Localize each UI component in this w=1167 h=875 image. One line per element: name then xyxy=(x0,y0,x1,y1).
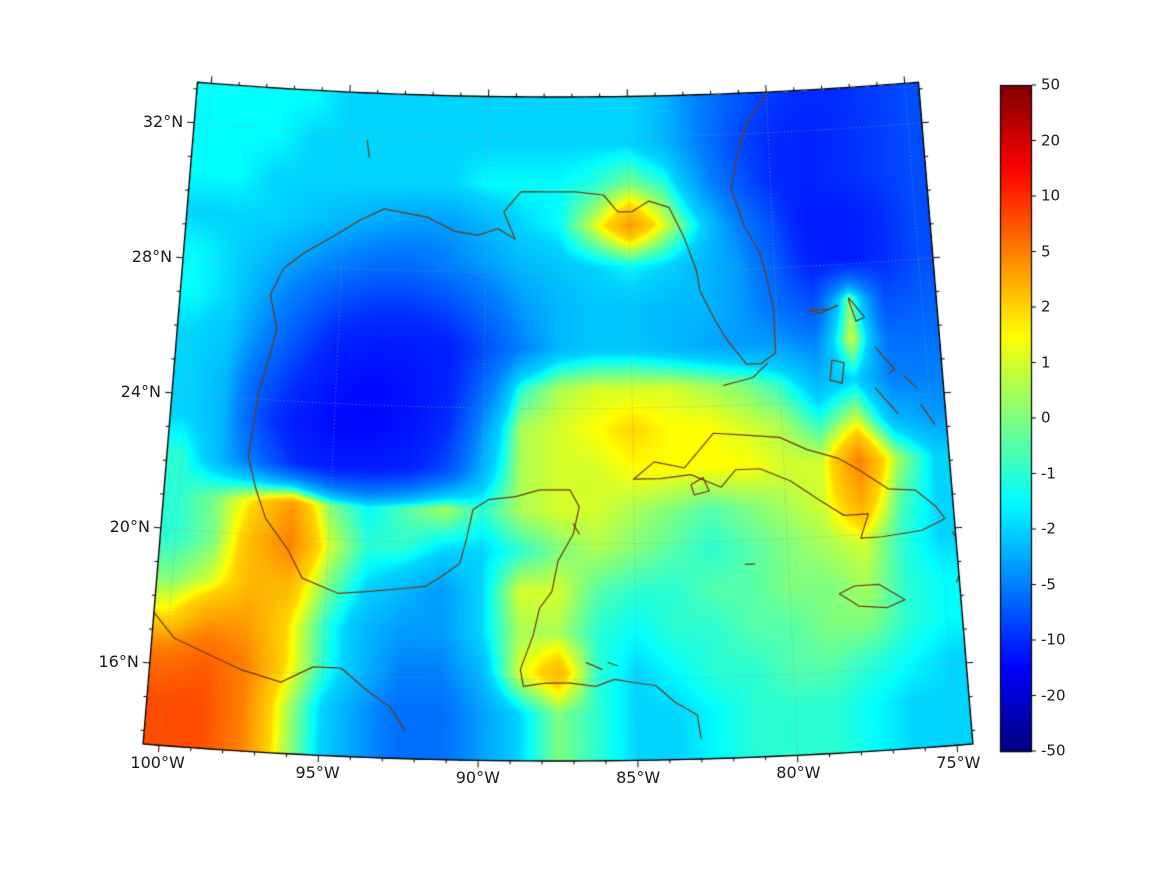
lon-tick-label: 80°W xyxy=(776,763,821,783)
colorbar-tick-label: -10 xyxy=(1041,630,1066,649)
colorbar-tick-label: 0 xyxy=(1041,408,1051,427)
lon-tick-label: 75°W xyxy=(936,753,981,773)
colorbar-tick-label: 20 xyxy=(1041,131,1061,149)
lon-tick-label: 90°W xyxy=(455,768,500,788)
colorbar-tick-label: -50 xyxy=(1041,741,1066,760)
colorbar-tick-label: -1 xyxy=(1041,464,1056,482)
colorbar-tick-label: 5 xyxy=(1041,242,1051,260)
lon-tick-label: 100°W xyxy=(130,753,185,773)
lat-tick-label: 24°N xyxy=(120,381,161,401)
lat-tick-label: 28°N xyxy=(131,246,173,266)
colorbar-tick-label: -2 xyxy=(1041,519,1056,538)
colorbar-tick-label: -20 xyxy=(1041,686,1066,704)
colorbar-tick-label: -5 xyxy=(1041,575,1056,593)
colorbar-tick-label: 10 xyxy=(1041,186,1061,205)
lon-tick-label: 85°W xyxy=(616,768,661,788)
colorbar-tick-label: 1 xyxy=(1041,353,1051,371)
colorbar-tick-label: 2 xyxy=(1041,297,1051,316)
lat-tick-label: 32°N xyxy=(142,111,184,131)
lon-tick-label: 95°W xyxy=(295,763,340,783)
colorbar-tick-label: 50 xyxy=(1041,75,1061,94)
lat-tick-label: 20°N xyxy=(109,517,150,536)
lat-tick-label: 16°N xyxy=(98,652,139,672)
